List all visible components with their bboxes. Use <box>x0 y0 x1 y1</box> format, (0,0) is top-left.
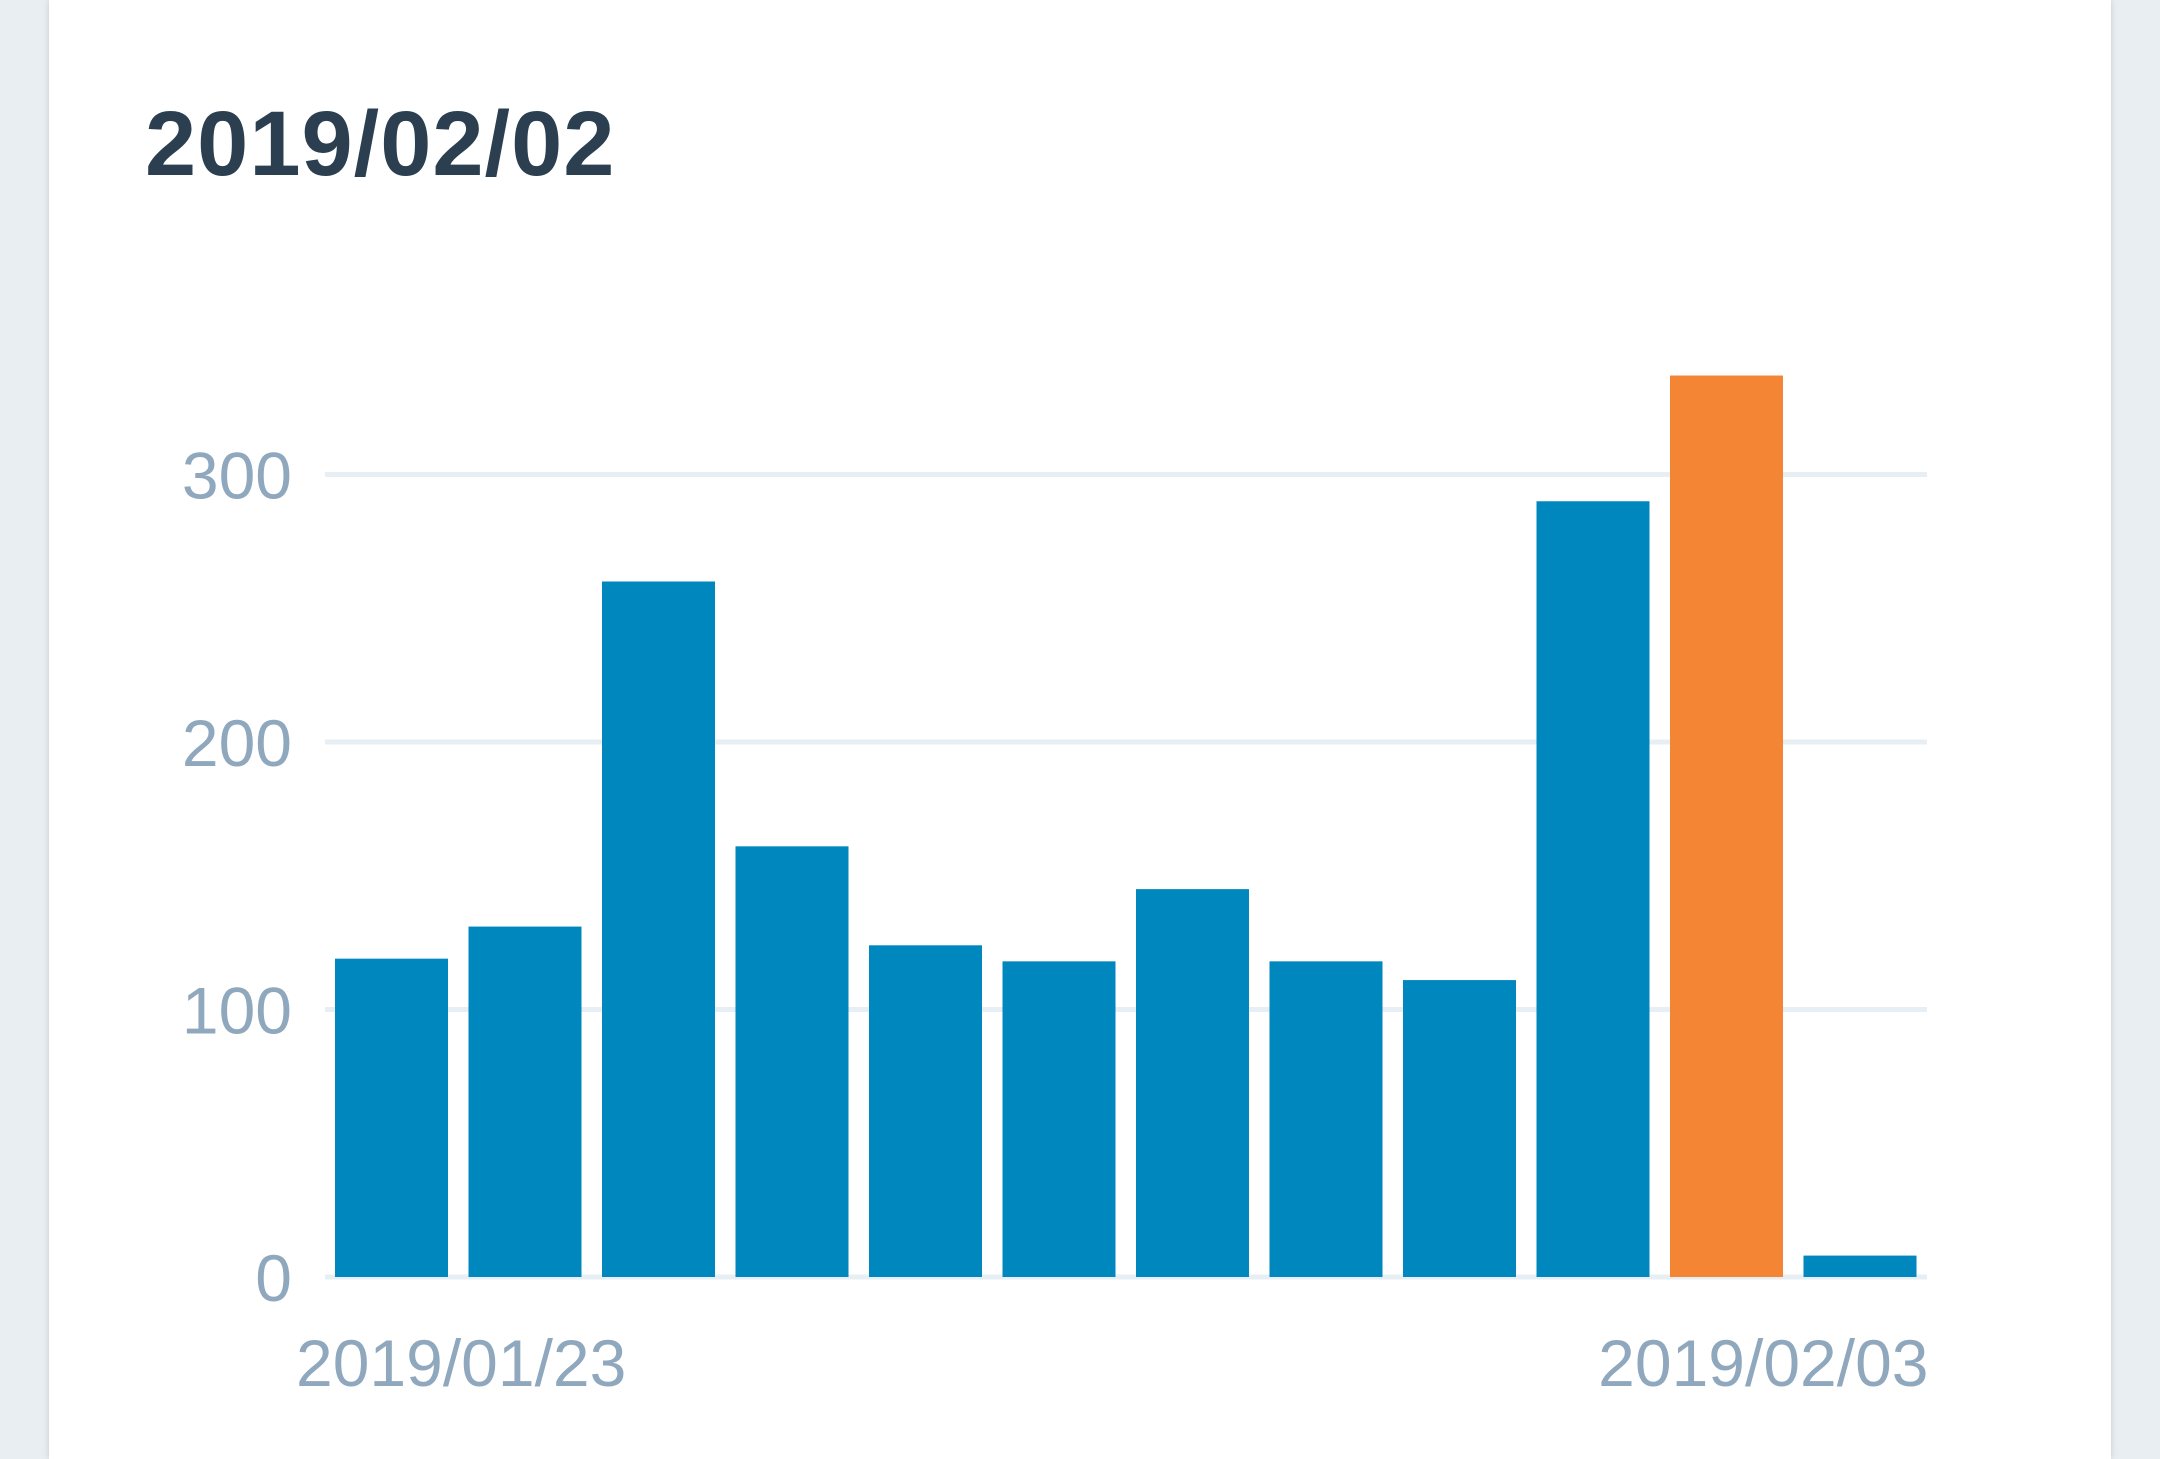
bar[interactable] <box>468 926 582 1277</box>
bar[interactable] <box>602 581 715 1278</box>
bar[interactable] <box>335 958 448 1277</box>
y-axis-ticks: 0 100 200 300 <box>182 439 292 1316</box>
y-tick-label: 0 <box>255 1241 292 1315</box>
card-title: 2019/02/02 <box>145 93 616 195</box>
y-tick-label: 100 <box>182 974 292 1048</box>
bar[interactable] <box>1136 889 1249 1277</box>
y-tick-label: 300 <box>182 439 292 513</box>
bar[interactable] <box>1536 501 1650 1277</box>
bar[interactable] <box>1269 961 1383 1277</box>
bar[interactable] <box>1803 1255 1917 1277</box>
bar[interactable] <box>869 945 982 1277</box>
bar[interactable] <box>735 846 849 1277</box>
gridlines <box>325 472 1927 1280</box>
y-tick-label: 200 <box>182 706 292 780</box>
bar-highlighted[interactable] <box>1670 375 1783 1277</box>
bars <box>335 375 1917 1278</box>
x-tick-label: 2019/01/23 <box>296 1326 626 1400</box>
x-axis-ticks: 2019/01/23 2019/02/03 <box>296 1326 1929 1400</box>
bar[interactable] <box>1403 980 1516 1277</box>
bar[interactable] <box>1002 961 1116 1277</box>
x-tick-label: 2019/02/03 <box>1598 1326 1928 1400</box>
